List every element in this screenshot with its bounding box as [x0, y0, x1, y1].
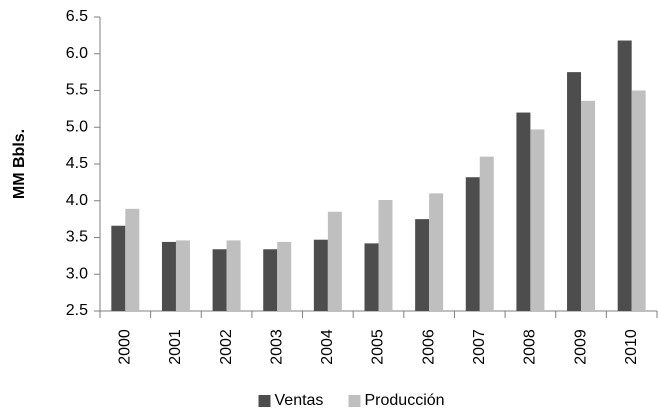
x-tick-label: 2006	[420, 329, 437, 365]
x-tick-label: 2003	[268, 329, 285, 365]
bar	[125, 208, 140, 311]
bar	[429, 193, 444, 311]
bar	[516, 112, 531, 311]
bar	[111, 225, 126, 311]
x-tick-label: 2001	[167, 329, 184, 365]
legend-swatch	[348, 395, 361, 407]
x-tick-label: 2007	[471, 329, 488, 365]
x-tick-label: 2005	[370, 329, 387, 365]
bar	[212, 249, 227, 311]
y-tick-label: 6.5	[66, 8, 88, 25]
y-tick-label: 3.5	[66, 229, 88, 246]
bar	[631, 90, 646, 311]
y-tick-label: 4.0	[66, 192, 88, 209]
legend-label: Ventas	[275, 392, 324, 409]
bar	[161, 241, 176, 311]
bar	[567, 72, 582, 311]
y-axis-label: MM Bbls.	[11, 129, 28, 199]
y-tick-label: 6.0	[66, 45, 88, 62]
bar	[617, 40, 632, 312]
y-tick-label: 5.0	[66, 118, 88, 135]
x-tick-label: 2010	[623, 329, 640, 365]
x-tick-label: 2004	[319, 329, 336, 365]
bar	[226, 240, 241, 311]
bar	[465, 177, 480, 311]
bar	[378, 200, 393, 311]
bar	[364, 243, 379, 311]
legend-label: Producción	[365, 392, 445, 409]
y-tick-label: 2.5	[66, 302, 88, 319]
y-tick-label: 5.5	[66, 82, 88, 99]
y-tick-label: 3.0	[66, 265, 88, 282]
bar	[530, 129, 545, 311]
x-tick-label: 2008	[522, 329, 539, 365]
bar	[175, 240, 190, 311]
bar	[581, 100, 596, 311]
x-tick-label: 2000	[117, 329, 134, 365]
bar	[415, 219, 430, 311]
bar	[479, 156, 494, 311]
x-tick-label: 2002	[218, 329, 235, 365]
legend-swatch	[258, 395, 271, 407]
y-tick-label: 4.5	[66, 155, 88, 172]
x-tick-label: 2009	[572, 329, 589, 365]
bar	[263, 249, 278, 311]
bar	[313, 239, 328, 311]
bar	[277, 241, 292, 311]
bar	[327, 211, 342, 311]
